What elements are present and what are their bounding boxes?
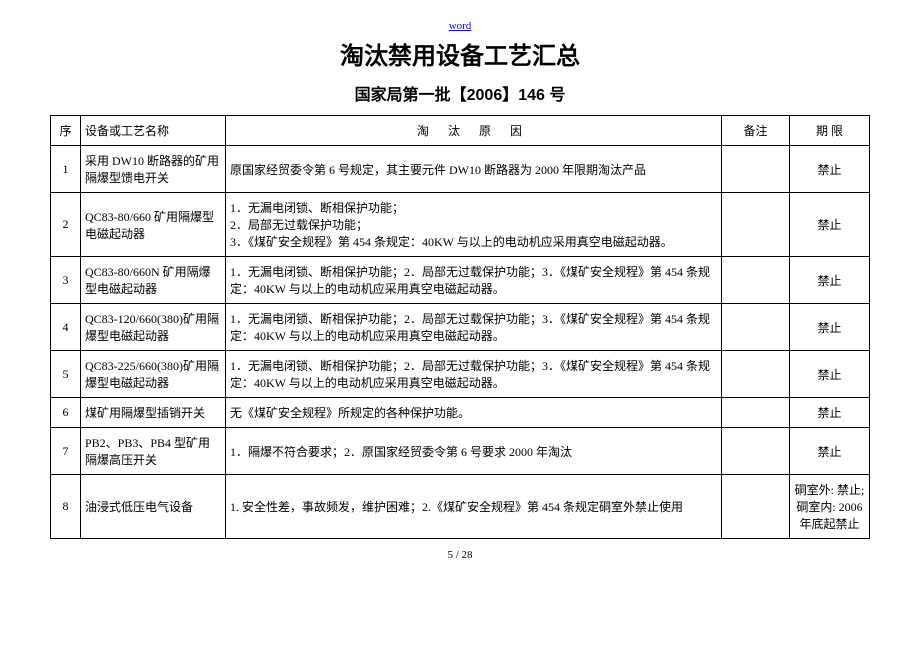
col-header-limit: 期 限 xyxy=(790,116,870,146)
cell-limit: 禁止 xyxy=(790,351,870,398)
page-footer: 5 / 28 xyxy=(50,549,870,561)
cell-reason: 1．无漏电闭锁、断相保护功能； 2．局部无过载保护功能； 3．《煤矿安全规程》第… xyxy=(226,193,722,257)
table-body: 1采用 DW10 断路器的矿用隔爆型馈电开关原国家经贸委令第 6 号规定，其主要… xyxy=(51,146,870,539)
cell-reason: 1．无漏电闭锁、断相保护功能；2．局部无过载保护功能；3．《煤矿安全规程》第 4… xyxy=(226,304,722,351)
cell-limit: 禁止 xyxy=(790,257,870,304)
cell-seq: 7 xyxy=(51,428,81,475)
cell-limit: 禁止 xyxy=(790,193,870,257)
page-subtitle: 国家局第一批【2006】146 号 xyxy=(50,81,870,105)
cell-reason: 1．隔爆不符合要求；2．原国家经贸委令第 6 号要求 2000 年淘汰 xyxy=(226,428,722,475)
cell-limit: 禁止 xyxy=(790,304,870,351)
cell-remark xyxy=(722,351,790,398)
cell-name: QC83-80/660 矿用隔爆型电磁起动器 xyxy=(81,193,226,257)
table-row: 6煤矿用隔爆型插销开关无《煤矿安全规程》所规定的各种保护功能。 禁止 xyxy=(51,398,870,428)
col-header-name: 设备或工艺名称 xyxy=(81,116,226,146)
equipment-table: 序 设备或工艺名称 淘 汰 原 因 备注 期 限 1采用 DW10 断路器的矿用… xyxy=(50,115,870,539)
cell-remark xyxy=(722,475,790,539)
cell-remark xyxy=(722,398,790,428)
cell-reason: 1．无漏电闭锁、断相保护功能；2．局部无过载保护功能；3．《煤矿安全规程》第 4… xyxy=(226,257,722,304)
cell-reason: 原国家经贸委令第 6 号规定，其主要元件 DW10 断路器为 2000 年限期淘… xyxy=(226,146,722,193)
cell-name: QC83-120/660(380)矿用隔爆型电磁起动器 xyxy=(81,304,226,351)
cell-seq: 3 xyxy=(51,257,81,304)
cell-seq: 1 xyxy=(51,146,81,193)
col-header-remark: 备注 xyxy=(722,116,790,146)
cell-reason: 1．无漏电闭锁、断相保护功能；2．局部无过载保护功能；3．《煤矿安全规程》第 4… xyxy=(226,351,722,398)
table-row: 2QC83-80/660 矿用隔爆型电磁起动器1．无漏电闭锁、断相保护功能； 2… xyxy=(51,193,870,257)
cell-limit: 禁止 xyxy=(790,398,870,428)
cell-reason: 无《煤矿安全规程》所规定的各种保护功能。 xyxy=(226,398,722,428)
table-row: 5QC83-225/660(380)矿用隔爆型电磁起动器1．无漏电闭锁、断相保护… xyxy=(51,351,870,398)
page-title: 淘汰禁用设备工艺汇总 xyxy=(50,36,870,71)
table-row: 7PB2、PB3、PB4 型矿用隔爆高压开关1．隔爆不符合要求；2．原国家经贸委… xyxy=(51,428,870,475)
cell-seq: 4 xyxy=(51,304,81,351)
table-row: 8油浸式低压电气设备1. 安全性差，事故频发，维护困难；2.《煤矿安全规程》第 … xyxy=(51,475,870,539)
cell-reason: 1. 安全性差，事故频发，维护困难；2.《煤矿安全规程》第 454 条规定硐室外… xyxy=(226,475,722,539)
cell-name: 油浸式低压电气设备 xyxy=(81,475,226,539)
table-row: 3QC83-80/660N 矿用隔爆型电磁起动器1．无漏电闭锁、断相保护功能；2… xyxy=(51,257,870,304)
header-link: word xyxy=(50,20,870,32)
table-row: 1采用 DW10 断路器的矿用隔爆型馈电开关原国家经贸委令第 6 号规定，其主要… xyxy=(51,146,870,193)
cell-name: QC83-225/660(380)矿用隔爆型电磁起动器 xyxy=(81,351,226,398)
cell-name: 煤矿用隔爆型插销开关 xyxy=(81,398,226,428)
cell-seq: 6 xyxy=(51,398,81,428)
table-row: 4QC83-120/660(380)矿用隔爆型电磁起动器1．无漏电闭锁、断相保护… xyxy=(51,304,870,351)
cell-seq: 5 xyxy=(51,351,81,398)
cell-limit: 禁止 xyxy=(790,428,870,475)
cell-limit: 禁止 xyxy=(790,146,870,193)
cell-name: 采用 DW10 断路器的矿用隔爆型馈电开关 xyxy=(81,146,226,193)
cell-remark xyxy=(722,304,790,351)
col-header-reason: 淘 汰 原 因 xyxy=(226,116,722,146)
table-header-row: 序 设备或工艺名称 淘 汰 原 因 备注 期 限 xyxy=(51,116,870,146)
cell-remark xyxy=(722,428,790,475)
cell-remark xyxy=(722,146,790,193)
col-header-seq: 序 xyxy=(51,116,81,146)
cell-seq: 8 xyxy=(51,475,81,539)
cell-name: PB2、PB3、PB4 型矿用隔爆高压开关 xyxy=(81,428,226,475)
cell-limit: 硐室外: 禁止; 硐室内: 2006 年底起禁止 xyxy=(790,475,870,539)
cell-remark xyxy=(722,193,790,257)
cell-name: QC83-80/660N 矿用隔爆型电磁起动器 xyxy=(81,257,226,304)
cell-seq: 2 xyxy=(51,193,81,257)
cell-remark xyxy=(722,257,790,304)
